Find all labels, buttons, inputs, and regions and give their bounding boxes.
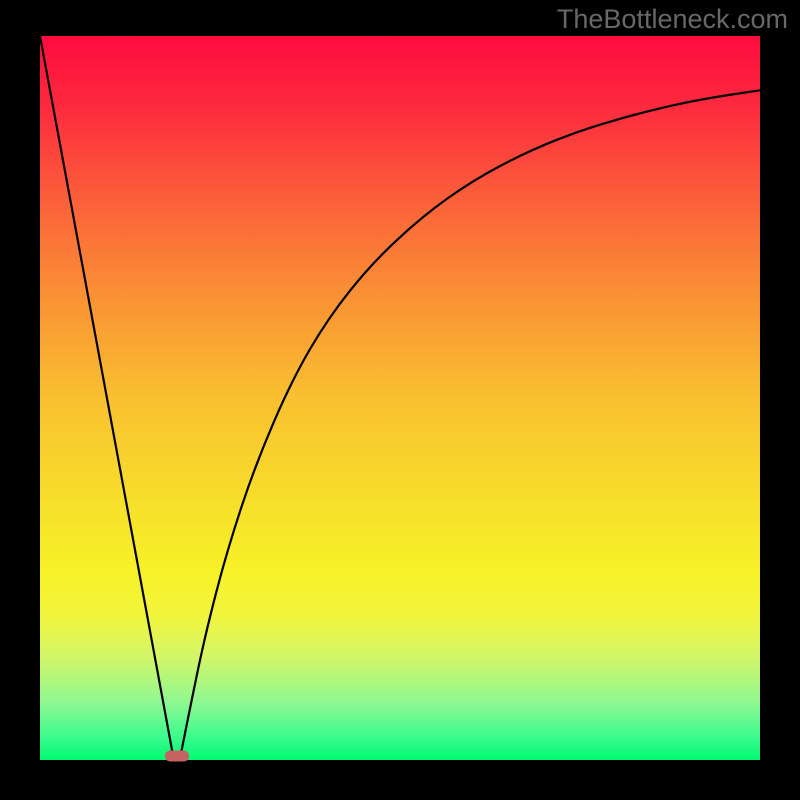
optimum-marker — [165, 751, 189, 762]
watermark-text: TheBottleneck.com — [557, 4, 788, 35]
chart-frame: TheBottleneck.com — [0, 0, 800, 800]
curve-path — [40, 36, 760, 756]
bottleneck-curve — [40, 36, 760, 760]
plot-area — [40, 36, 760, 760]
